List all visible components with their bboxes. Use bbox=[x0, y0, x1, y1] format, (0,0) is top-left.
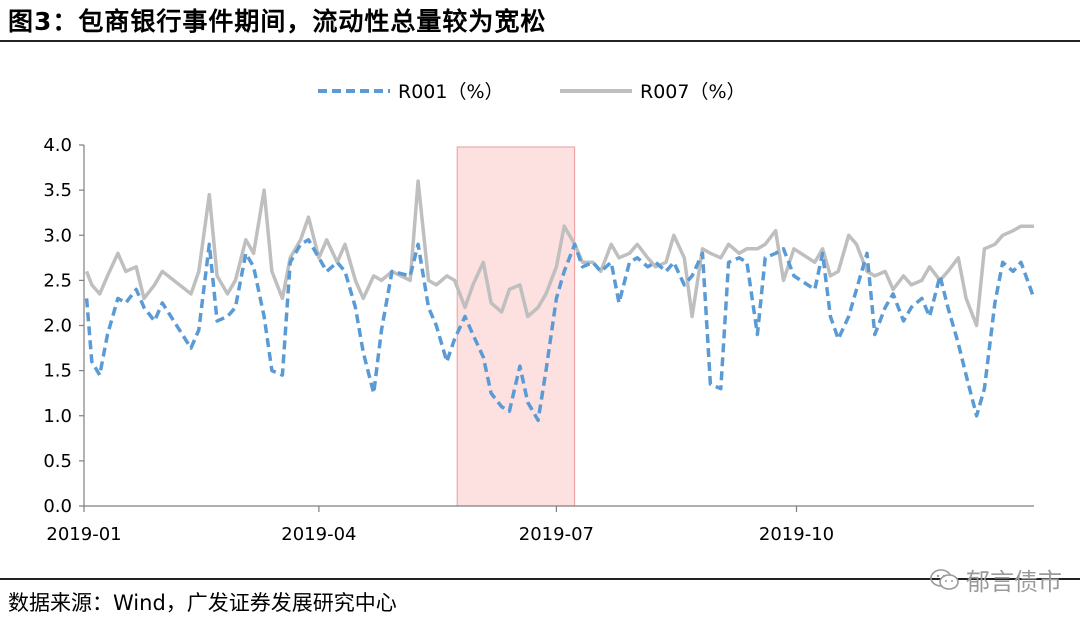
x-tick-label: 2019-07 bbox=[519, 524, 594, 545]
y-tick-label: 2.0 bbox=[43, 316, 72, 337]
highlight-band bbox=[456, 146, 576, 507]
wechat-icon bbox=[930, 568, 959, 590]
x-tick-label: 2019-01 bbox=[46, 524, 121, 545]
y-tick-label: 0.5 bbox=[43, 451, 72, 472]
y-tick-label: 3.5 bbox=[43, 180, 72, 201]
series-line-r007 bbox=[84, 179, 1034, 328]
axes: 0.0 0.5 1.0 1.5 2.0 2.5 3.0 3.5 4.0 2019-01 2019-0… bbox=[43, 135, 1034, 545]
source-note: 数据来源：Wind，广发证券发展研究中心 bbox=[8, 591, 397, 615]
watermark: 郁言债市 bbox=[930, 562, 1062, 597]
x-tick-label: 2019-04 bbox=[281, 524, 356, 545]
chart-title: 图3：包商银行事件期间，流动性总量较为宽松 bbox=[8, 7, 547, 36]
y-tick-label: 1.5 bbox=[43, 361, 72, 382]
line-chart: 0.0 0.5 1.0 1.5 2.0 2.5 3.0 3.5 4.0 2019-01 2019-0… bbox=[43, 81, 1036, 545]
series-line-r001 bbox=[84, 238, 1036, 423]
bottom-rule bbox=[0, 578, 1080, 580]
y-tick-label: 1.0 bbox=[43, 406, 72, 427]
y-tick-label: 4.0 bbox=[43, 135, 72, 156]
legend: R001（%） R007（%） bbox=[318, 81, 746, 103]
top-rule bbox=[0, 40, 1080, 42]
y-tick-label: 0.0 bbox=[43, 496, 72, 517]
legend-label-r001: R001（%） bbox=[398, 81, 504, 103]
watermark-text: 郁言债市 bbox=[966, 568, 1062, 596]
y-tick-label: 2.5 bbox=[43, 270, 72, 291]
legend-label-r007: R007（%） bbox=[640, 81, 746, 103]
x-tick-label: 2019-10 bbox=[759, 524, 834, 545]
series-lines bbox=[84, 179, 1036, 423]
y-tick-label: 3.0 bbox=[43, 225, 72, 246]
